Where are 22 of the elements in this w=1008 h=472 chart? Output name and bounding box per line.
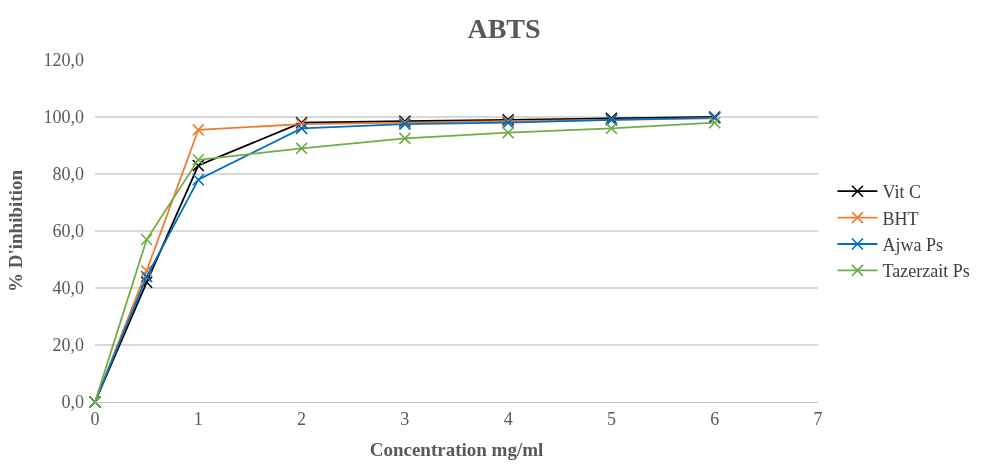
x-tick-label: 2 <box>297 408 307 429</box>
legend-label: Tazerzait Ps <box>882 261 970 282</box>
x-tick-label: 4 <box>503 408 513 429</box>
x-tick-label: 6 <box>710 408 720 429</box>
y-tick-label: 120,0 <box>43 50 84 71</box>
x-tick-label: 0 <box>90 408 100 429</box>
y-tick-label: 0,0 <box>61 392 84 413</box>
y-axis-title: % D'inhibition <box>5 169 27 292</box>
legend-label: Vit C <box>882 182 921 203</box>
y-tick-label: 100,0 <box>43 107 84 128</box>
x-tick-label: 3 <box>400 408 410 429</box>
chart-title: ABTS <box>467 13 541 45</box>
x-axis-title: Concentration mg/ml <box>369 439 544 461</box>
legend-label: BHT <box>882 208 919 229</box>
y-tick-label: 40,0 <box>52 278 84 299</box>
y-tick-label: 80,0 <box>52 164 84 185</box>
x-tick-label: 1 <box>193 408 203 429</box>
x-tick-label: 5 <box>606 408 616 429</box>
y-tick-label: 20,0 <box>52 335 84 356</box>
y-tick-label: 60,0 <box>52 221 84 242</box>
x-tick-label: 7 <box>813 408 823 429</box>
legend-label: Ajwa Ps <box>882 235 943 256</box>
